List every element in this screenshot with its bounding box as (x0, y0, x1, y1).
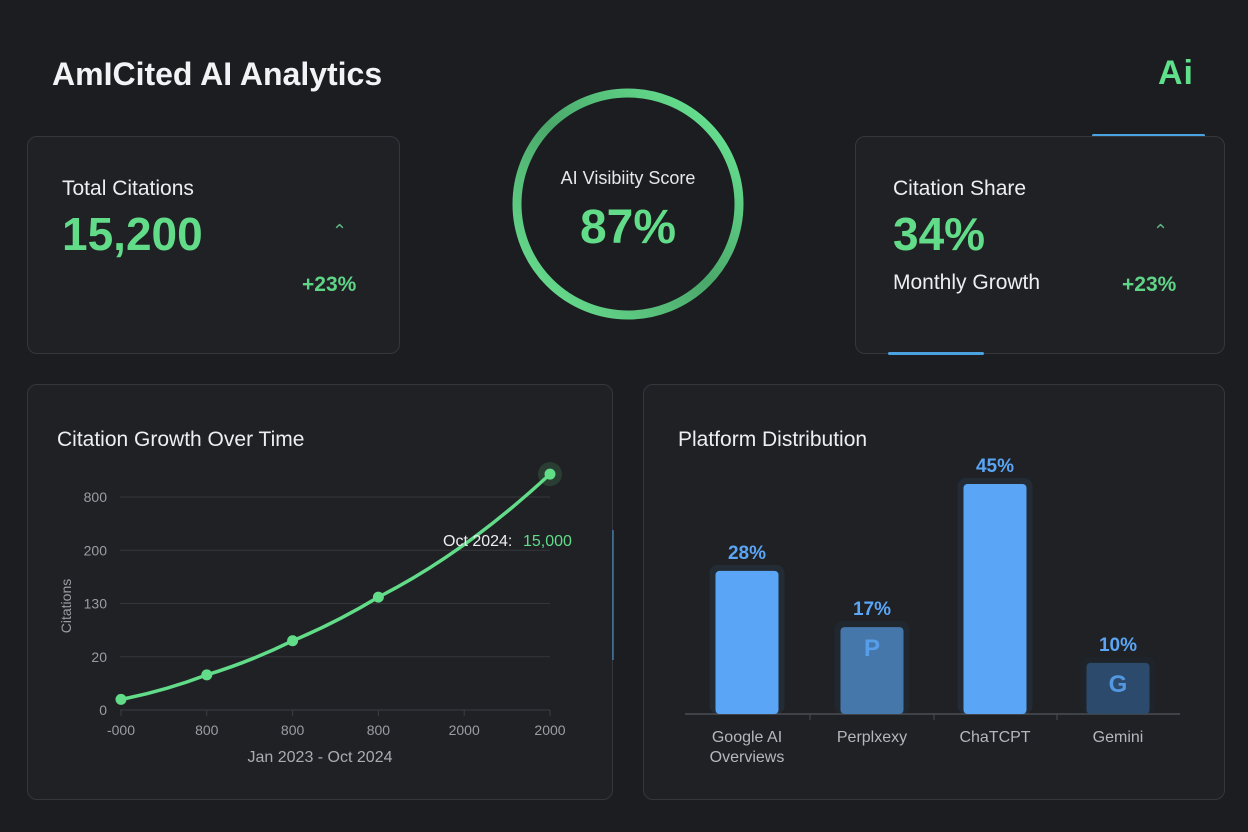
chevron-up-icon: ⌃ (1153, 221, 1169, 241)
bar-value-label: 17% (853, 599, 891, 620)
monthly-growth-label: Monthly Growth (893, 271, 1041, 294)
citation-share-card: Citation Share 34% ⌃ Monthly Growth +23% (855, 136, 1225, 354)
bar-google-ai-overviews (715, 570, 779, 714)
x-tick-label: 800 (281, 722, 305, 738)
y-tick-label: 20 (91, 649, 107, 665)
logo-icon: Ai (1158, 54, 1194, 92)
data-point (544, 468, 556, 480)
bar-value-label: 10% (1099, 635, 1137, 656)
bar-category-label: Perplxexy (837, 729, 907, 746)
bar-category-label: Gemini (1093, 729, 1144, 746)
visibility-ring (512, 88, 744, 320)
annotation-value: 15,000 (523, 533, 572, 550)
y-axis-label: Citations (58, 579, 74, 633)
citation-line (119, 472, 552, 702)
bar-value-label: 28% (728, 543, 766, 564)
total-citations-value: 15,200 (62, 208, 203, 260)
citation-share-label: Citation Share (893, 177, 1027, 200)
total-citations-card: Total Citations 15,200 ⌃ +23% (27, 136, 400, 354)
visibility-label: AI Visibiity Score (560, 168, 696, 188)
perplexity-logo-icon: P (864, 635, 880, 662)
visibility-value: 87% (579, 201, 677, 254)
bar-chatcpt (963, 484, 1027, 714)
line-chart-title: Citation Growth Over Time (57, 428, 305, 451)
visibility-score-gauge: AI Visibiity Score 87% (510, 86, 746, 322)
data-point (372, 591, 384, 603)
bar-category-label: Overviews (710, 749, 785, 766)
total-citations-label: Total Citations (62, 177, 194, 200)
x-tick-label: 800 (195, 722, 219, 738)
visibility-ring-fill (512, 88, 744, 320)
data-point-glow (538, 462, 562, 487)
y-tick-label: 0 (99, 702, 107, 718)
bar-category-label: Google AI (712, 729, 782, 746)
page-title: AmICited AI Analytics (52, 56, 383, 92)
citation-share-value: 34% (893, 208, 986, 260)
x-tick-label: -000 (107, 722, 135, 738)
y-tick-label: 800 (84, 489, 108, 505)
x-tick-label: 800 (367, 722, 391, 738)
bar-category-label: ChaTCPT (959, 729, 1030, 746)
y-tick-label: 200 (84, 542, 108, 558)
card-accent-line (1092, 134, 1205, 137)
annotation-label: Oct 2024: (443, 533, 512, 550)
x-tick-label: 2000 (449, 722, 480, 738)
bar-perplxexy (840, 627, 904, 714)
card-accent-line (888, 352, 984, 355)
bar-value-label: 45% (976, 456, 1014, 477)
data-point (115, 693, 127, 705)
x-axis-label: Jan 2023 - Oct 2024 (248, 749, 393, 766)
data-point (287, 635, 299, 647)
bar-chart-title: Platform Distribution (678, 428, 868, 451)
bar-gemini (1086, 662, 1150, 714)
google-g-icon: G (1109, 671, 1128, 698)
x-tick-label: 2000 (534, 722, 565, 738)
citation-share-change: +23% (1122, 273, 1177, 296)
chevron-up-icon: ⌃ (332, 221, 348, 241)
y-tick-label: 130 (84, 596, 108, 612)
total-citations-change: +23% (302, 273, 357, 296)
data-point (201, 669, 213, 681)
citation-growth-card: Citation Growth Over Time (27, 384, 613, 800)
